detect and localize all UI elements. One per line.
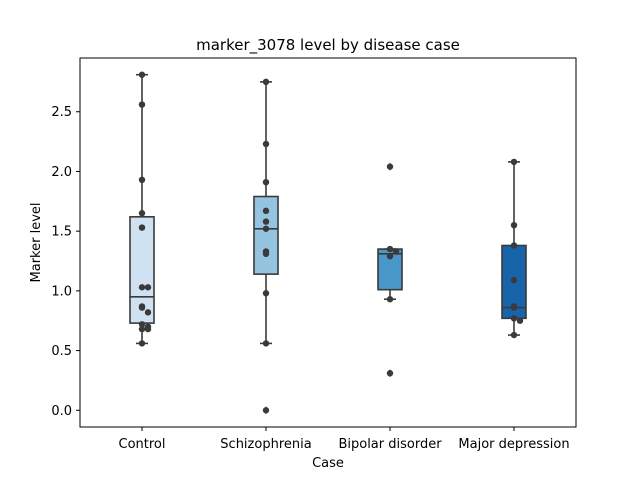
y-tick-label: 0.0	[51, 404, 72, 419]
x-axis-label: Case	[312, 456, 344, 471]
data-point	[262, 225, 270, 232]
data-point	[262, 407, 270, 414]
data-point	[386, 296, 394, 303]
data-point	[144, 325, 152, 333]
chart-title: marker_3078 level by disease case	[196, 36, 460, 55]
data-point	[138, 304, 146, 311]
data-point	[386, 163, 394, 170]
data-point	[138, 71, 146, 78]
y-tick-label: 0.5	[51, 344, 72, 359]
data-point	[262, 250, 270, 258]
data-point	[262, 290, 270, 297]
x-tick-label: Major depression	[458, 437, 569, 452]
data-point	[510, 221, 518, 229]
box-group-major-depression	[501, 158, 527, 339]
data-point	[510, 315, 518, 322]
data-point	[386, 245, 394, 253]
data-point	[138, 101, 146, 108]
data-point	[262, 218, 270, 225]
x-axis: Control Schizophrenia Bipolar disorder Majo…	[119, 427, 570, 452]
data-point	[510, 158, 518, 166]
data-point	[392, 248, 400, 255]
data-point	[262, 207, 270, 215]
y-tick-label: 1.0	[51, 284, 72, 299]
data-point	[144, 309, 152, 316]
data-point	[138, 321, 146, 328]
data-point	[386, 370, 394, 377]
data-point	[138, 224, 146, 231]
x-tick-label: Schizophrenia	[220, 437, 311, 452]
box-group-control	[129, 71, 155, 347]
box-group-schizophrenia	[253, 78, 279, 415]
data-point	[262, 178, 270, 186]
data-point	[138, 340, 146, 347]
y-tick-label: 2.0	[51, 165, 72, 180]
x-tick-label: Control	[119, 437, 166, 452]
data-point	[144, 284, 152, 291]
data-point	[386, 253, 394, 260]
data-point	[262, 340, 270, 347]
y-tick-label: 2.5	[51, 105, 72, 120]
y-axis: 0.0 0.5 1.0 1.5 2.0 2.5	[51, 105, 80, 419]
data-point	[262, 140, 270, 148]
data-point	[510, 242, 518, 249]
y-axis-label: Marker level	[29, 203, 44, 283]
plot-area	[129, 71, 527, 415]
data-point	[510, 331, 518, 339]
data-point	[516, 317, 524, 324]
box-group-bipolar-disorder	[377, 162, 403, 378]
data-point	[262, 78, 270, 86]
data-point	[138, 325, 146, 333]
y-tick-label: 1.5	[51, 225, 72, 240]
data-point	[510, 276, 518, 284]
data-point	[138, 210, 146, 217]
data-point	[510, 304, 518, 311]
plot-frame	[79, 57, 577, 428]
data-point	[138, 284, 146, 291]
x-tick-label: Bipolar disorder	[338, 437, 442, 452]
data-point	[138, 176, 146, 184]
